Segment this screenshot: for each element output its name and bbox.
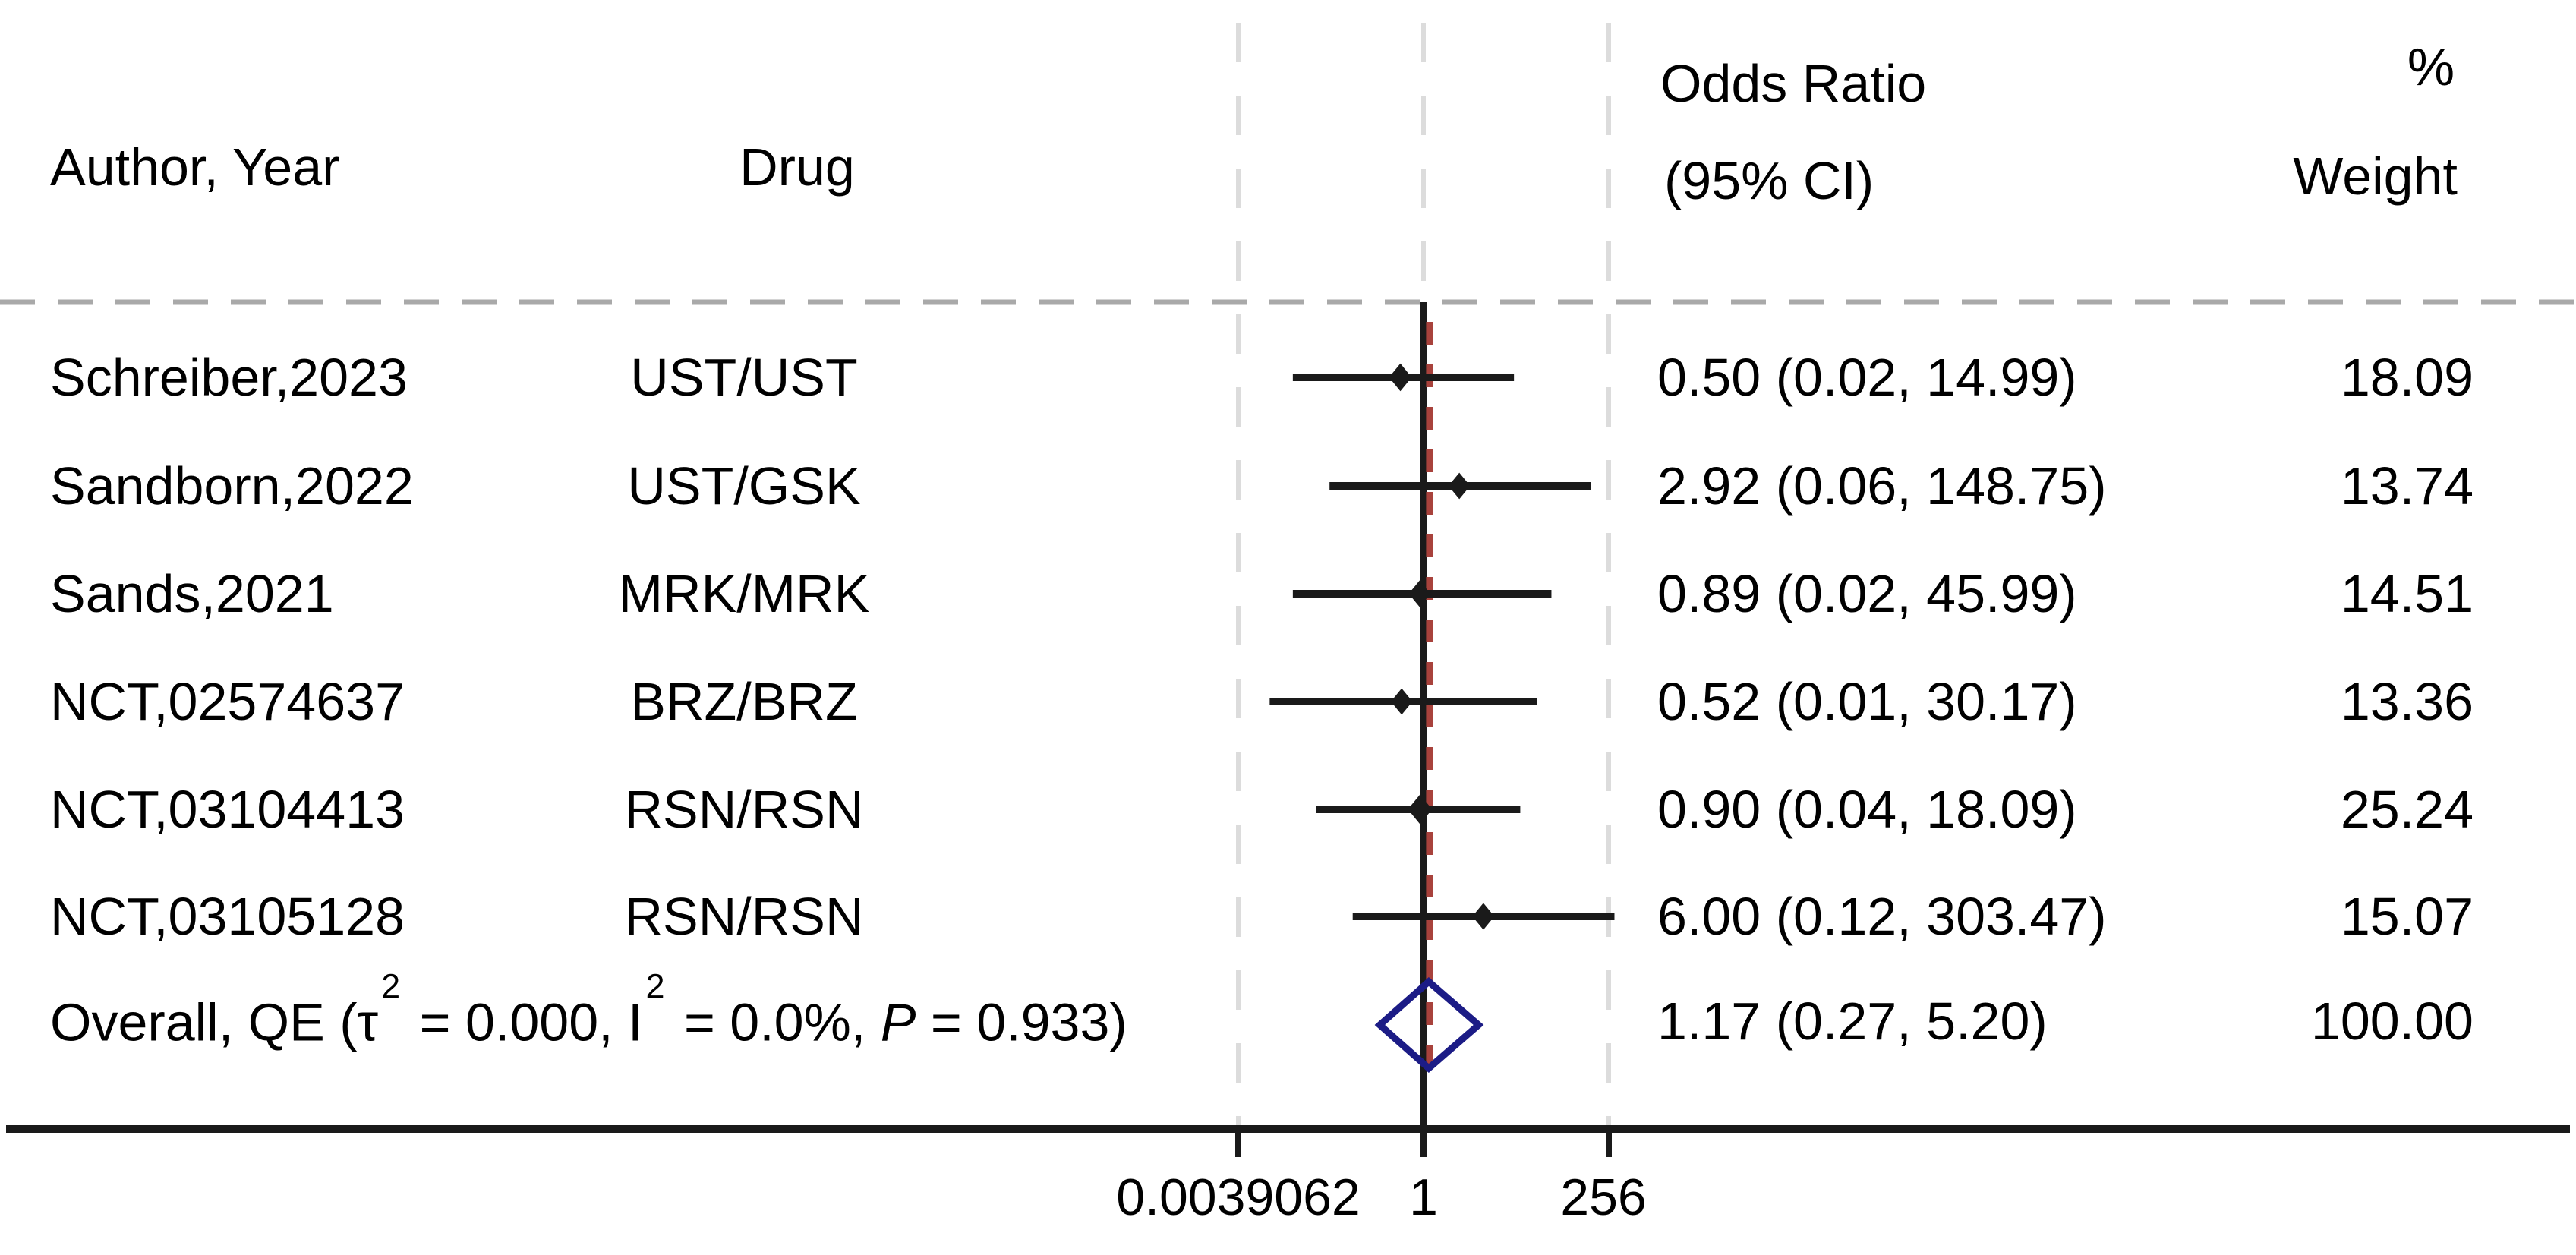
i-squared-sup: 2	[645, 966, 665, 1006]
overall-label-suffix: = 0.933)	[916, 992, 1127, 1052]
overall-label-prefix: Overall, QE (τ	[50, 992, 379, 1052]
study-author: NCT,03104413	[50, 780, 405, 839]
study-drug: UST/GSK	[627, 456, 861, 516]
odds-ratio-header: Odds Ratio	[1660, 54, 1927, 113]
study-author: Sands,2021	[50, 564, 334, 623]
overall-weight: 100.00	[2310, 992, 2474, 1051]
overall-or-ci: 1.17 (0.27, 5.20)	[1657, 992, 2048, 1051]
x-tick-label-one: 1	[1409, 1168, 1438, 1226]
ci-header: (95% CI)	[1664, 151, 1874, 210]
study-author: NCT,03105128	[50, 887, 405, 946]
drug-header: Drug	[739, 137, 855, 197]
overall-label-mid2: = 0.0%,	[669, 992, 881, 1052]
study-or-ci: 0.50 (0.02, 14.99)	[1657, 348, 2077, 407]
study-author: Schreiber,2023	[50, 348, 408, 407]
study-weight: 14.51	[2340, 564, 2474, 623]
study-or-ci: 0.90 (0.04, 18.09)	[1657, 780, 2077, 839]
overall-label: Overall, QE (τ2 = 0.000, I2 = 0.0%, P = …	[50, 969, 1127, 1048]
study-drug: RSN/RSN	[624, 780, 864, 839]
study-author: NCT,02574637	[50, 672, 405, 731]
study-or-ci: 2.92 (0.06, 148.75)	[1657, 456, 2107, 516]
study-weight: 13.74	[2340, 456, 2474, 516]
study-drug: UST/UST	[630, 348, 858, 407]
x-tick-label-max: 256	[1560, 1168, 1647, 1226]
study-drug: RSN/RSN	[624, 887, 864, 946]
study-or-ci: 0.52 (0.01, 30.17)	[1657, 672, 2077, 731]
percent-header: %	[2407, 37, 2455, 96]
overall-label-mid1: = 0.000, I	[405, 992, 643, 1052]
effect-marker	[1472, 903, 1495, 930]
study-weight: 15.07	[2340, 887, 2474, 946]
study-drug: BRZ/BRZ	[630, 672, 858, 731]
effect-marker	[1408, 794, 1433, 825]
x-tick-label-min: 0.0039062	[1116, 1168, 1361, 1226]
overall-diamond	[1374, 977, 1484, 1073]
p-value-symbol: P	[880, 992, 916, 1052]
weight-header: Weight	[2293, 147, 2458, 206]
study-or-ci: 6.00 (0.12, 303.47)	[1657, 887, 2107, 946]
study-author: Sandborn,2022	[50, 456, 414, 516]
effect-marker	[1448, 472, 1471, 500]
study-weight: 13.36	[2340, 672, 2474, 731]
study-weight: 25.24	[2340, 780, 2474, 839]
study-drug: MRK/MRK	[618, 564, 870, 623]
study-weight: 18.09	[2340, 348, 2474, 407]
effect-marker	[1389, 363, 1412, 392]
effect-marker	[1391, 688, 1413, 715]
author-year-header: Author, Year	[50, 137, 340, 197]
study-or-ci: 0.89 (0.02, 45.99)	[1657, 564, 2077, 623]
effect-marker	[1408, 580, 1431, 607]
tau-squared-sup: 2	[381, 966, 401, 1006]
